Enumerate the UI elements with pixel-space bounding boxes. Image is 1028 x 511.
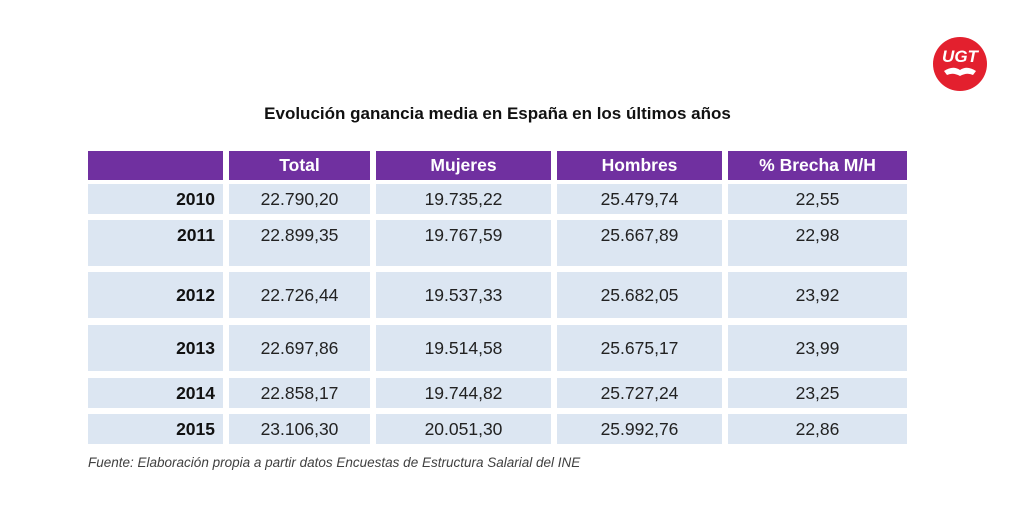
row-year: 2011 bbox=[88, 220, 223, 266]
ugt-logo: UGT bbox=[933, 37, 987, 91]
header-total: Total bbox=[229, 151, 370, 180]
cell-total: 22.858,17 bbox=[229, 378, 370, 408]
table-title: Evolución ganancia media en España en lo… bbox=[264, 104, 731, 123]
svg-text:UGT: UGT bbox=[942, 47, 980, 66]
cell-total: 22.899,35 bbox=[229, 220, 370, 266]
header-hombres: Hombres bbox=[557, 151, 722, 180]
cell-hombres: 25.992,76 bbox=[557, 414, 722, 444]
row-year: 2012 bbox=[88, 272, 223, 318]
row-year: 2010 bbox=[88, 184, 223, 214]
cell-brecha: 22,86 bbox=[728, 414, 907, 444]
cell-brecha: 22,55 bbox=[728, 184, 907, 214]
cell-hombres: 25.682,05 bbox=[557, 272, 722, 318]
header-brecha: % Brecha M/H bbox=[728, 151, 907, 180]
handshake-icon: UGT bbox=[942, 47, 980, 76]
cell-mujeres: 20.051,30 bbox=[376, 414, 551, 444]
cell-mujeres: 19.537,33 bbox=[376, 272, 551, 318]
cell-brecha: 23,25 bbox=[728, 378, 907, 408]
source-footnote: Fuente: Elaboración propia a partir dato… bbox=[88, 455, 581, 470]
cell-brecha: 22,98 bbox=[728, 220, 907, 266]
cell-hombres: 25.479,74 bbox=[557, 184, 722, 214]
row-year: 2015 bbox=[88, 414, 223, 444]
cell-brecha: 23,99 bbox=[728, 325, 907, 371]
cell-total: 22.726,44 bbox=[229, 272, 370, 318]
cell-hombres: 25.667,89 bbox=[557, 220, 722, 266]
cell-hombres: 25.727,24 bbox=[557, 378, 722, 408]
row-year: 2014 bbox=[88, 378, 223, 408]
header-mujeres: Mujeres bbox=[376, 151, 551, 180]
row-year: 2013 bbox=[88, 325, 223, 371]
cell-total: 22.790,20 bbox=[229, 184, 370, 214]
cell-mujeres: 19.514,58 bbox=[376, 325, 551, 371]
header-year bbox=[88, 151, 223, 180]
cell-hombres: 25.675,17 bbox=[557, 325, 722, 371]
cell-brecha: 23,92 bbox=[728, 272, 907, 318]
cell-mujeres: 19.735,22 bbox=[376, 184, 551, 214]
cell-mujeres: 19.767,59 bbox=[376, 220, 551, 266]
cell-mujeres: 19.744,82 bbox=[376, 378, 551, 408]
cell-total: 22.697,86 bbox=[229, 325, 370, 371]
cell-total: 23.106,30 bbox=[229, 414, 370, 444]
